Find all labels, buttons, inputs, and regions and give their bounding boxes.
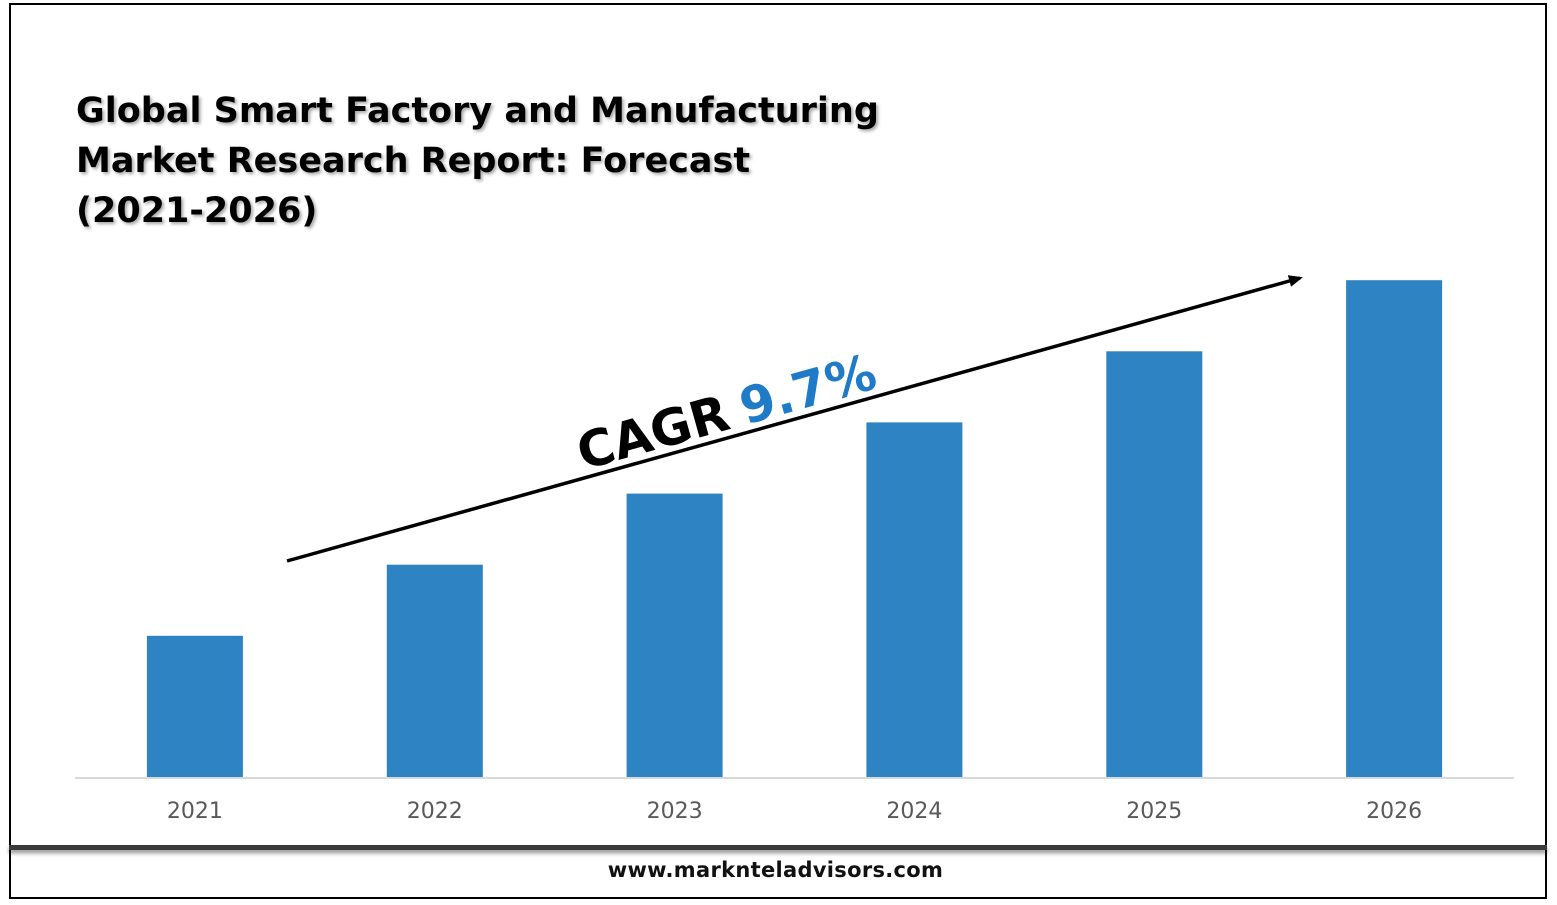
chart-title-line-3: (2021-2026) bbox=[76, 191, 318, 231]
cagr-value: 9.7% bbox=[733, 343, 882, 436]
bar-2025 bbox=[1106, 351, 1203, 778]
bar-2023 bbox=[626, 493, 723, 778]
bar-2021 bbox=[146, 635, 243, 778]
x-axis-labels: 2021 2022 2023 2024 2025 2026 bbox=[167, 799, 1422, 824]
bar-series bbox=[146, 280, 1443, 778]
footer-divider bbox=[9, 845, 1547, 850]
chart-title-line-2: Market Research Report: Forecast bbox=[76, 141, 751, 181]
bar-2026 bbox=[1346, 280, 1443, 778]
x-tick-label-2025: 2025 bbox=[1126, 799, 1182, 824]
growth-arrow bbox=[286, 275, 1303, 563]
footer-website[interactable]: www.marknteladvisors.com bbox=[607, 858, 944, 882]
x-tick-label-2021: 2021 bbox=[167, 799, 223, 824]
chart-title: Global Smart Factory and Manufacturing M… bbox=[76, 86, 976, 236]
x-tick-label-2022: 2022 bbox=[407, 799, 463, 824]
x-tick-label-2024: 2024 bbox=[886, 799, 942, 824]
bar-2024 bbox=[866, 422, 963, 778]
cagr-label: CAGR bbox=[571, 384, 736, 482]
cagr-annotation: CAGR9.7% bbox=[571, 343, 883, 482]
x-tick-label-2026: 2026 bbox=[1366, 799, 1422, 824]
chart-frame bbox=[9, 3, 1547, 899]
x-tick-label-2023: 2023 bbox=[647, 799, 703, 824]
bar-2022 bbox=[386, 564, 483, 778]
chart-title-line-1: Global Smart Factory and Manufacturing bbox=[76, 91, 879, 131]
